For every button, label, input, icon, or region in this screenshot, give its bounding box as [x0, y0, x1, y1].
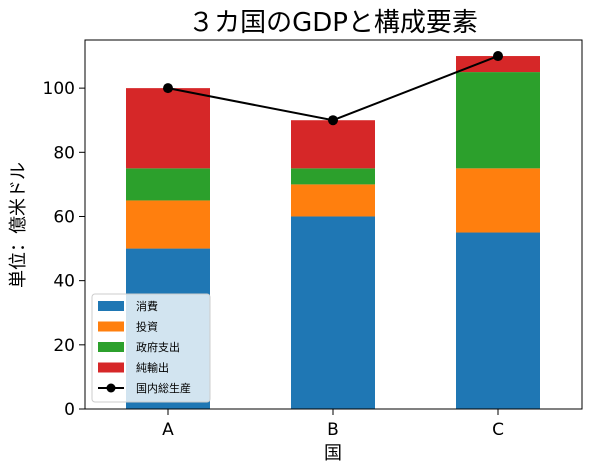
x-tick-label: B [327, 420, 339, 440]
x-tick-label: C [492, 420, 504, 440]
legend-swatch-消費 [98, 301, 124, 311]
gdp-line [167, 55, 499, 122]
bar-純輸出-B [291, 120, 375, 169]
y-tick-label: 0 [64, 400, 75, 420]
bar-純輸出-A [126, 88, 210, 169]
bar-純輸出-C [456, 56, 540, 73]
legend-swatch-純輸出 [98, 362, 124, 373]
y-axis-label: 単位：億米ドル [8, 162, 29, 288]
bar-政府支出-C [456, 72, 540, 169]
y-tick-label: 20 [53, 336, 75, 356]
x-axis-label: 国 [324, 443, 342, 464]
legend-label: 投資 [136, 320, 158, 334]
plot-area [126, 51, 540, 409]
bar-政府支出-A [126, 168, 210, 201]
gdp-point-A [163, 83, 173, 94]
x-tick-label: A [162, 420, 174, 440]
bar-政府支出-B [291, 168, 375, 185]
legend-label: 国内総生産 [136, 381, 191, 395]
bar-投資-C [456, 168, 540, 233]
y-tick-label: 60 [53, 207, 75, 227]
gdp-point-B [328, 115, 338, 126]
bar-投資-B [291, 184, 375, 217]
legend-swatch-政府支出 [98, 342, 124, 352]
legend-label: 純輸出 [136, 361, 169, 375]
axes: 0 20 40 60 80 100 A B C [43, 39, 583, 440]
legend-label: 政府支出 [136, 340, 180, 354]
legend-swatch-投資 [98, 321, 124, 332]
gdp-point-C [493, 51, 503, 62]
y-tick-label: 80 [53, 143, 75, 163]
y-tick-label: 40 [53, 272, 75, 292]
bar-消費-B [291, 216, 375, 409]
chart-title: ３カ国のGDPと構成要素 [188, 8, 478, 38]
y-tick-label: 100 [43, 79, 75, 99]
bar-消費-C [456, 232, 540, 409]
legend-line-marker [106, 383, 116, 393]
legend-box [91, 293, 211, 403]
bar-投資-A [126, 200, 210, 249]
legend-label: 消費 [136, 299, 158, 313]
